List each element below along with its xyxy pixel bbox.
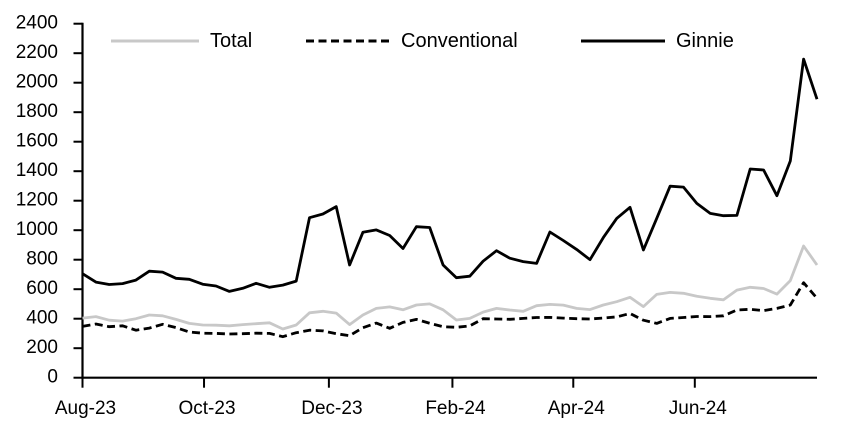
- series-line-conventional: [82, 281, 819, 339]
- y-tick-label: 0: [47, 367, 58, 388]
- series-line-ginnie: [81, 57, 819, 293]
- y-tick-label: 1600: [16, 131, 58, 152]
- y-tick-label: 2400: [16, 13, 58, 34]
- y-tick-label: 1200: [16, 190, 58, 211]
- y-tick-label: 600: [26, 278, 58, 299]
- x-tick-label: Oct-23: [179, 398, 236, 419]
- y-tick-label: 1400: [16, 160, 58, 181]
- y-tick-label: 1000: [16, 219, 58, 240]
- y-tick-label: 400: [26, 308, 58, 329]
- series-line-total: [82, 244, 819, 331]
- x-tick-label: Apr-24: [548, 398, 605, 419]
- x-tick-label: Aug-23: [55, 398, 116, 419]
- y-tick-label: 200: [26, 337, 58, 358]
- x-tick-label: Feb-24: [425, 398, 486, 419]
- y-tick-label: 1800: [16, 101, 58, 122]
- y-tick-label: 800: [26, 249, 58, 270]
- y-tick-label: 2200: [16, 42, 58, 63]
- x-tick-label: Jun-24: [669, 398, 728, 419]
- y-tick-label: 2000: [16, 72, 58, 93]
- x-tick-label: Dec-23: [301, 398, 362, 419]
